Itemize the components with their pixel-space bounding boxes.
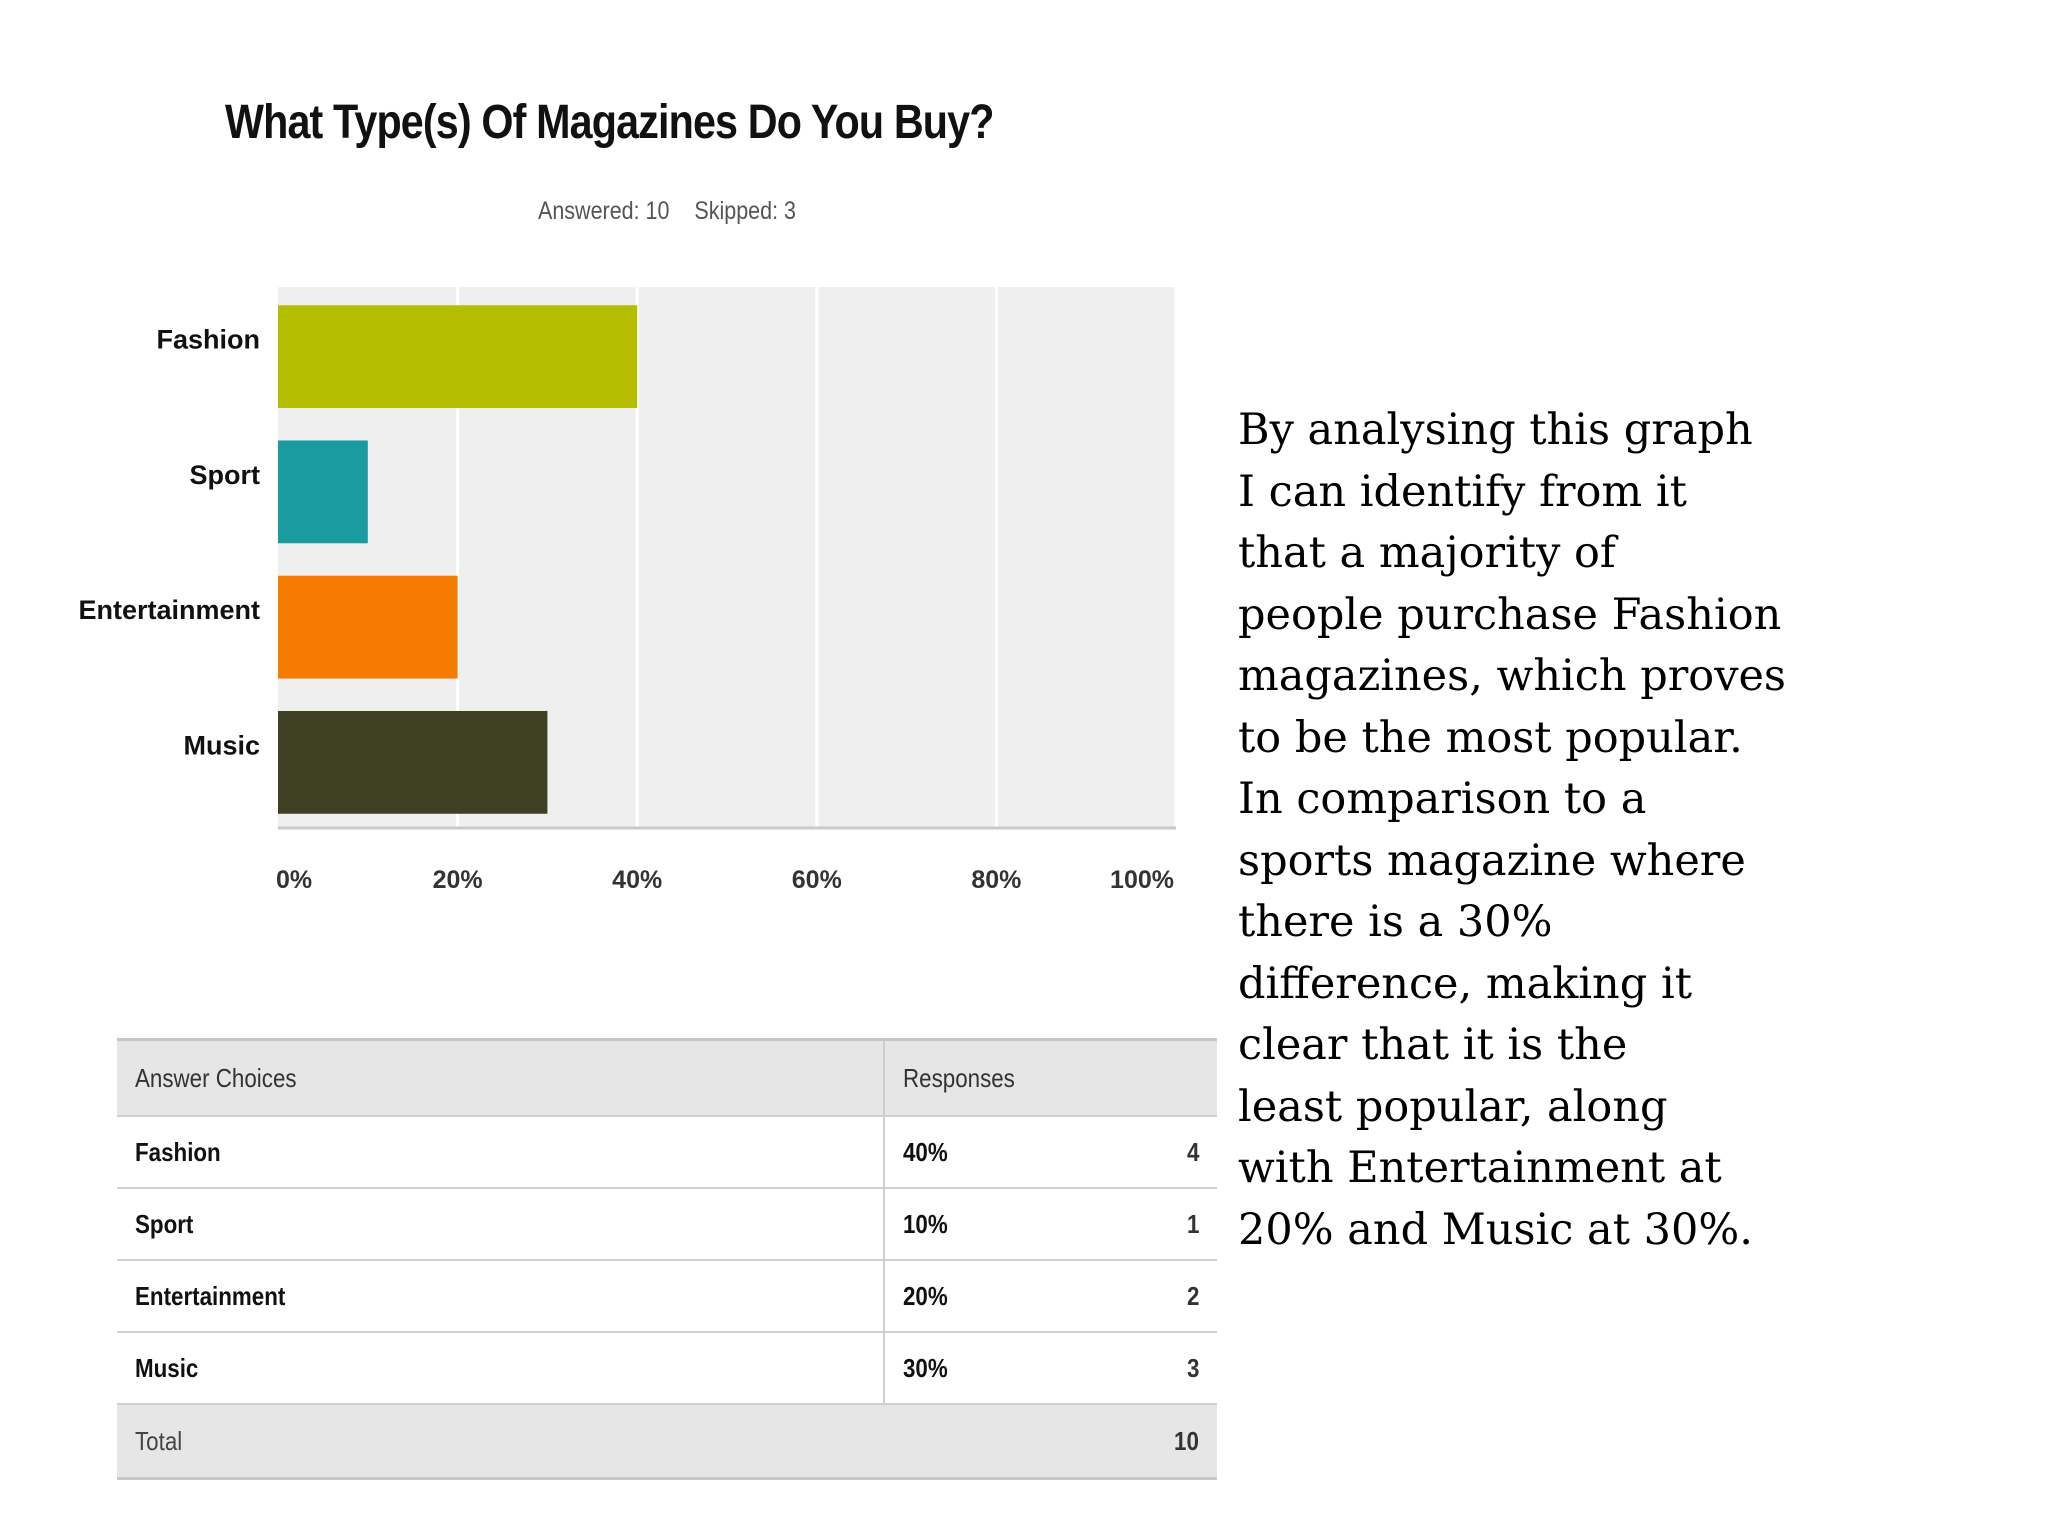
row-count: 4: [1076, 1116, 1217, 1189]
table-header-row: Answer Choices Responses: [117, 1038, 1217, 1117]
tick-label: 40%: [612, 866, 662, 894]
skipped-count: Skipped: 3: [694, 197, 796, 225]
bar-entertainment: [278, 575, 458, 679]
chart-title: What Type(s) Of Magazines Do You Buy?: [225, 96, 994, 149]
row-choice: Entertainment: [117, 1260, 885, 1333]
table-row: Fashion 40% 4: [117, 1116, 1217, 1189]
category-labels: Fashion Sport Entertainment Music: [78, 325, 260, 761]
category-label: Music: [183, 730, 260, 760]
table-row: Music 30% 3: [117, 1332, 1217, 1405]
row-choice: Music: [117, 1332, 885, 1405]
bar-sport: [278, 440, 368, 544]
table-row: Sport 10% 1: [117, 1188, 1217, 1261]
analysis-text: By analysing this graph I can identify f…: [1238, 405, 1786, 1255]
table-body: Fashion 40% 4 Sport 10% 1 Entertainment 20% 2 Mus…: [117, 1116, 1217, 1405]
category-label: Entertainment: [78, 595, 260, 625]
category-label: Sport: [190, 460, 261, 490]
tick-label: 0%: [276, 866, 312, 894]
bar-music: [278, 710, 548, 814]
tick-label: 20%: [433, 866, 483, 894]
answered-count: Answered: 10: [538, 197, 670, 225]
results-table: Answer Choices Responses Fashion 40% 4 Spor…: [117, 1038, 1217, 1480]
tick-labels: 0% 20% 40% 60% 80% 100%: [276, 866, 1174, 894]
row-count: 3: [1076, 1332, 1217, 1405]
row-percent: 20%: [884, 1260, 1077, 1333]
row-percent: 30%: [884, 1332, 1077, 1405]
chart-subtitle: Answered: 10 Skipped: 3: [538, 197, 815, 226]
table-row: Entertainment 20% 2: [117, 1260, 1217, 1333]
tick-label: 60%: [792, 866, 842, 894]
row-choice: Fashion: [117, 1116, 885, 1189]
row-percent: 40%: [884, 1116, 1077, 1189]
category-label: Fashion: [156, 325, 260, 355]
row-count: 2: [1076, 1260, 1217, 1333]
row-choice: Sport: [117, 1188, 885, 1261]
header-answer-choices: Answer Choices: [117, 1038, 885, 1117]
bars: [278, 305, 638, 814]
bar-fashion: [278, 305, 638, 409]
row-count: 1: [1076, 1188, 1217, 1261]
row-percent: 10%: [884, 1188, 1077, 1261]
total-value: 10: [1076, 1404, 1217, 1480]
tick-label: 100%: [1110, 866, 1174, 894]
bar-chart: Fashion Sport Entertainment Music 0% 20% 40% 6…: [78, 287, 1178, 894]
header-responses: Responses: [884, 1038, 1217, 1117]
table-total-row: Total 10: [117, 1404, 1217, 1480]
tick-label: 80%: [971, 866, 1021, 894]
total-label: Total: [117, 1404, 1077, 1480]
